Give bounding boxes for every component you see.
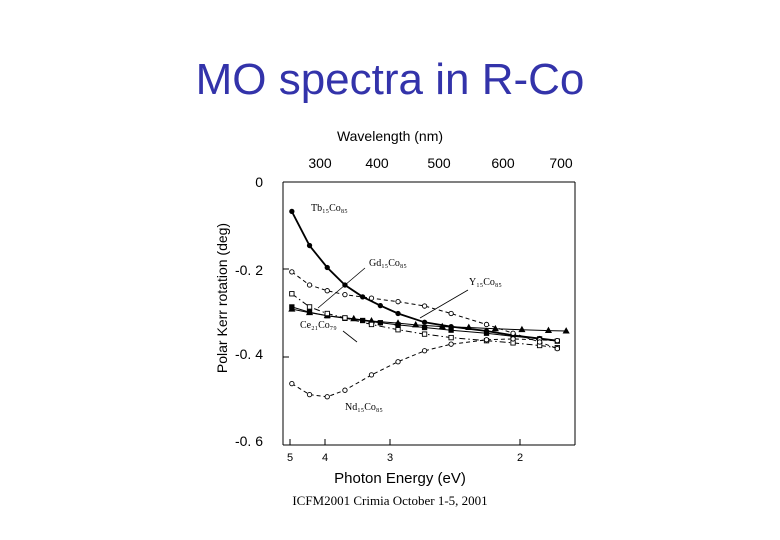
series-label-tb: Tb₁₅Co₈₅ (311, 203, 348, 214)
data-point (483, 321, 490, 328)
data-point (421, 303, 428, 309)
bottom-tick-label: 2 (517, 452, 523, 464)
top-tick-label: 400 (365, 155, 389, 171)
data-point (306, 282, 313, 288)
data-point (342, 292, 348, 298)
data-point (306, 391, 313, 398)
series-label-gd: Gd₁₅Co₈₅ (369, 258, 407, 269)
data-point (544, 326, 553, 334)
data-point (412, 320, 420, 328)
top-tick-label: 300 (308, 155, 332, 171)
data-point (342, 315, 348, 321)
data-point (289, 269, 295, 275)
y-tick-label: -0. 4 (234, 346, 263, 362)
data-point (305, 308, 314, 316)
data-point (368, 372, 375, 378)
series-layer (288, 208, 570, 400)
data-point (395, 359, 401, 365)
data-point (306, 242, 313, 249)
data-point (554, 338, 560, 344)
series-line (291, 271, 558, 350)
data-point (377, 320, 383, 326)
data-point (510, 336, 516, 342)
data-point (554, 345, 560, 352)
top-tick-label: 700 (549, 155, 573, 171)
data-point (421, 319, 428, 325)
data-point (465, 323, 473, 330)
data-point (289, 291, 295, 297)
top-tick-label: 600 (491, 155, 515, 171)
footer-caption: ICFM2001 Crimia October 1-5, 2001 (292, 493, 488, 508)
bottom-tick-label: 3 (387, 452, 393, 464)
label-leader-y (419, 289, 469, 319)
data-point (518, 325, 526, 333)
label-leader-gd (317, 267, 366, 309)
data-point (350, 314, 358, 322)
data-point (448, 334, 454, 341)
data-point (288, 305, 296, 312)
data-point (324, 264, 330, 271)
data-point (395, 327, 401, 333)
bottom-tick-label: 5 (287, 452, 293, 464)
data-point (368, 295, 375, 301)
data-point (421, 348, 428, 354)
series-line (291, 293, 558, 349)
x-axis-label: Photon Energy (eV) (334, 470, 466, 487)
series-label-nd: Nd₁₅Co₈₅ (345, 402, 383, 413)
data-point (289, 380, 295, 387)
top-tick-label: 500 (427, 155, 451, 171)
y-tick-label: -0. 2 (234, 262, 263, 278)
data-point (438, 322, 446, 330)
data-point (395, 310, 401, 317)
data-point (448, 327, 454, 333)
data-point (483, 330, 490, 336)
data-point (510, 330, 516, 336)
slide-title: MO spectra in R-Co (195, 55, 585, 104)
series-line (291, 338, 558, 398)
data-point (395, 299, 401, 305)
series-label-y: Y₁₅Co₈₅ (469, 277, 502, 288)
data-point (536, 339, 543, 345)
y-tick-label: -0. 6 (234, 433, 263, 449)
label-leader-ce (342, 330, 358, 343)
y-tick-label: 0 (255, 174, 263, 190)
data-point (394, 319, 402, 326)
data-point (368, 321, 375, 328)
data-point (377, 302, 383, 309)
data-point (421, 331, 428, 337)
data-point (324, 310, 330, 317)
bottom-tick-label: 4 (322, 452, 328, 464)
data-point (324, 288, 330, 294)
top-axis-label: Wavelength (nm) (336, 128, 444, 144)
data-point (324, 394, 330, 400)
data-point (306, 304, 313, 310)
data-point (448, 310, 454, 317)
data-point (491, 324, 499, 332)
data-point (483, 337, 490, 343)
data-point (448, 341, 454, 347)
data-point (289, 208, 295, 215)
series-label-ce: Ce₂₁Co₇₉ (300, 320, 337, 331)
data-point (342, 387, 348, 393)
data-point (562, 327, 570, 334)
